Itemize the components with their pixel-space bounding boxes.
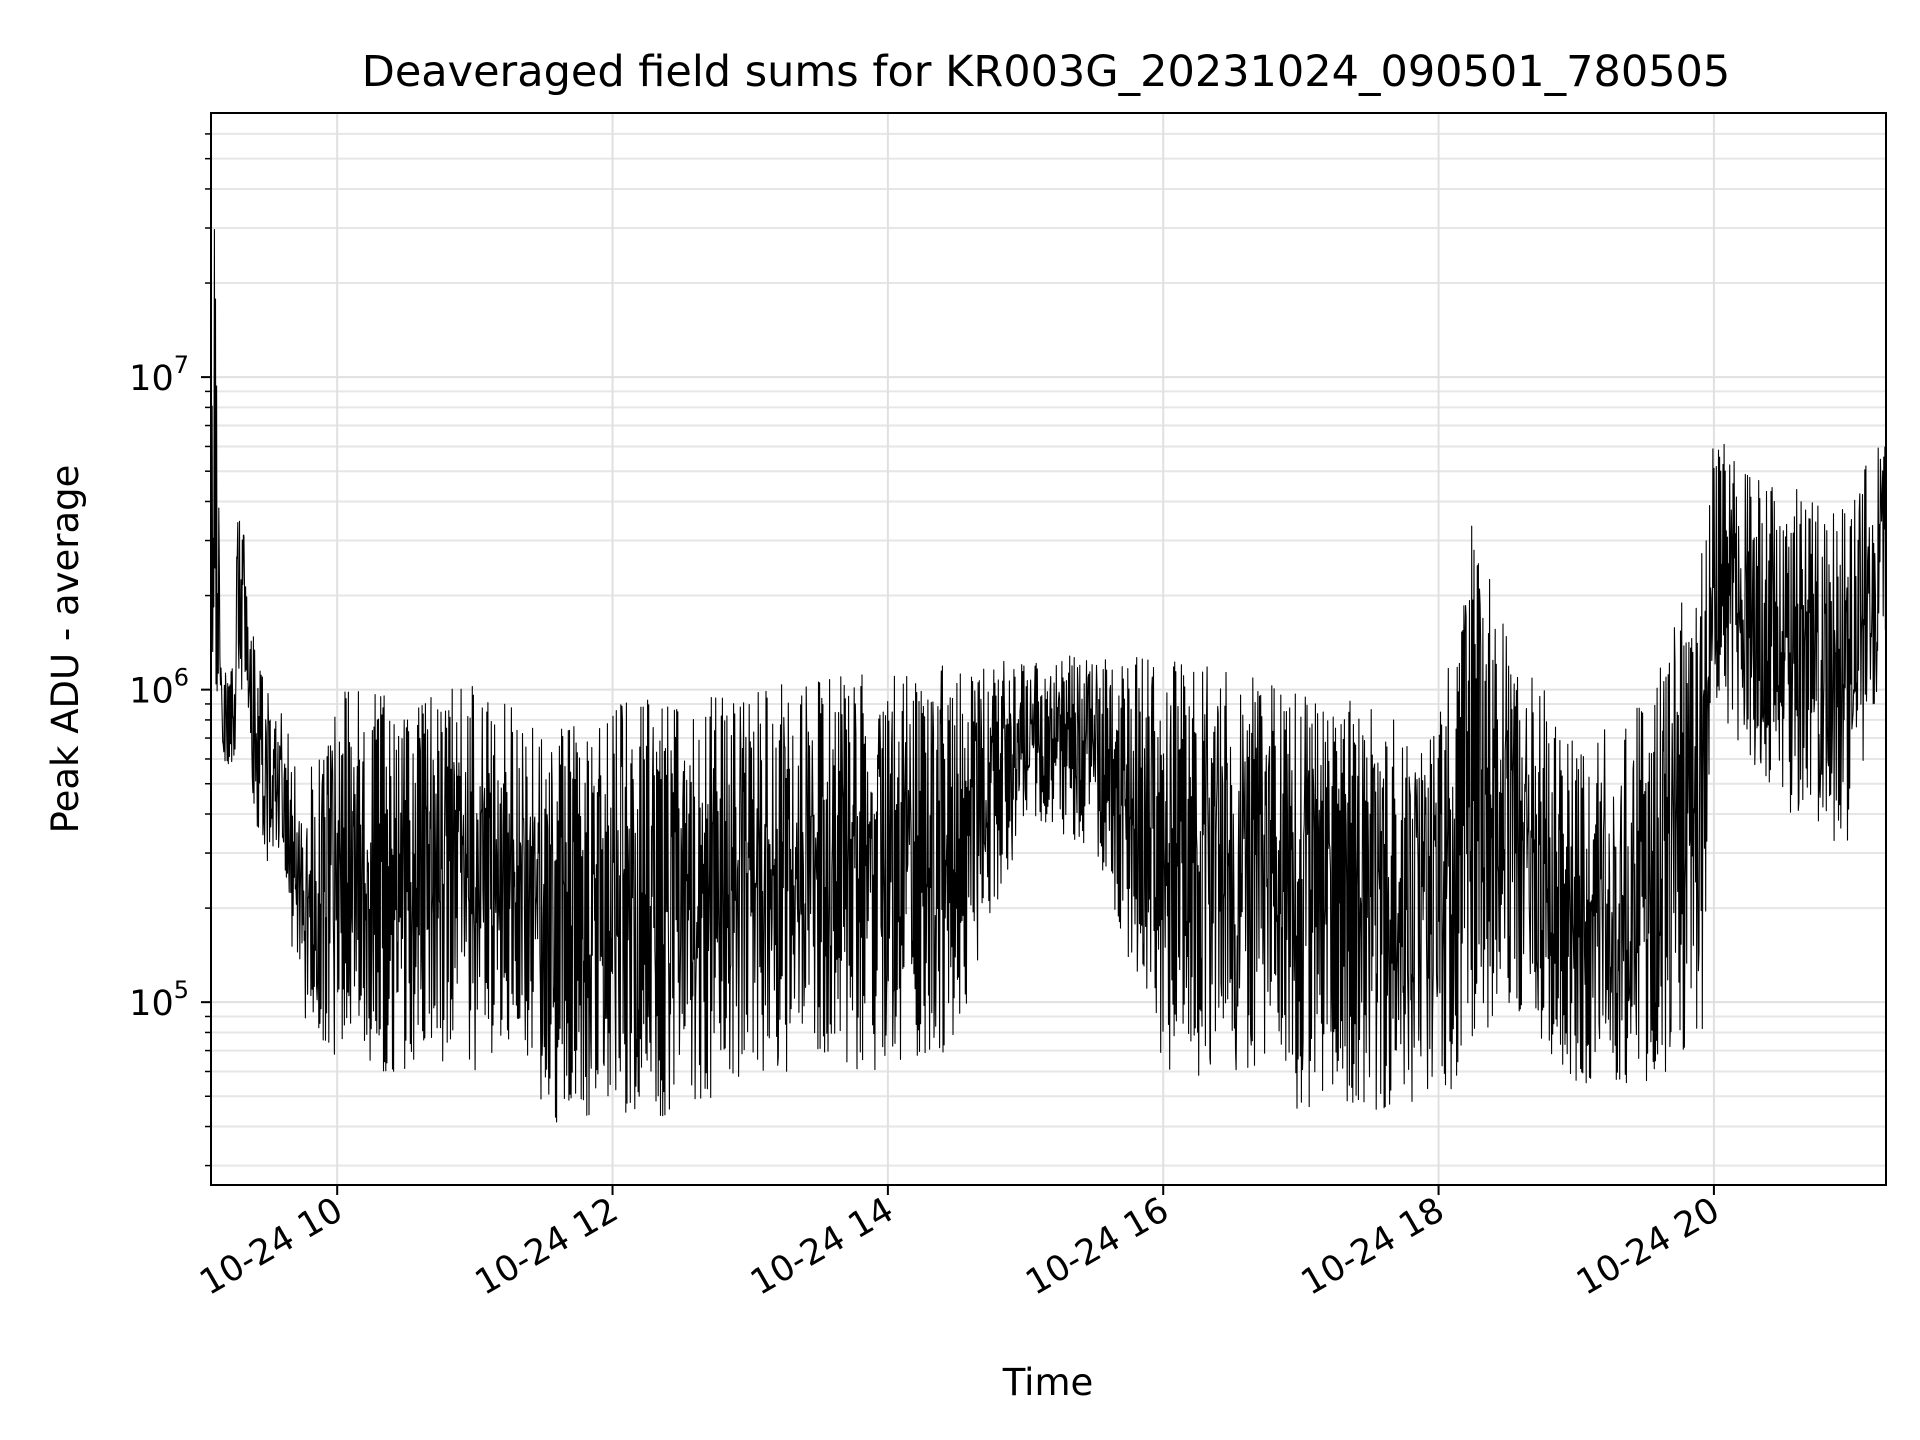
y-axis-label: Peak ADU - average xyxy=(44,465,87,834)
y-axis: 105 106 107 xyxy=(129,133,211,1167)
y-tick-label: 107 xyxy=(129,351,189,399)
series-layer xyxy=(210,229,1887,1123)
y-tick-label: 106 xyxy=(129,664,189,712)
x-axis-label: Time xyxy=(1002,1361,1094,1404)
y-tick-label: 105 xyxy=(129,976,189,1024)
plot-frame xyxy=(210,112,1887,1186)
chart-title: Deaveraged field sums for KR003G_2023102… xyxy=(362,47,1731,97)
series-line xyxy=(210,229,1887,1123)
